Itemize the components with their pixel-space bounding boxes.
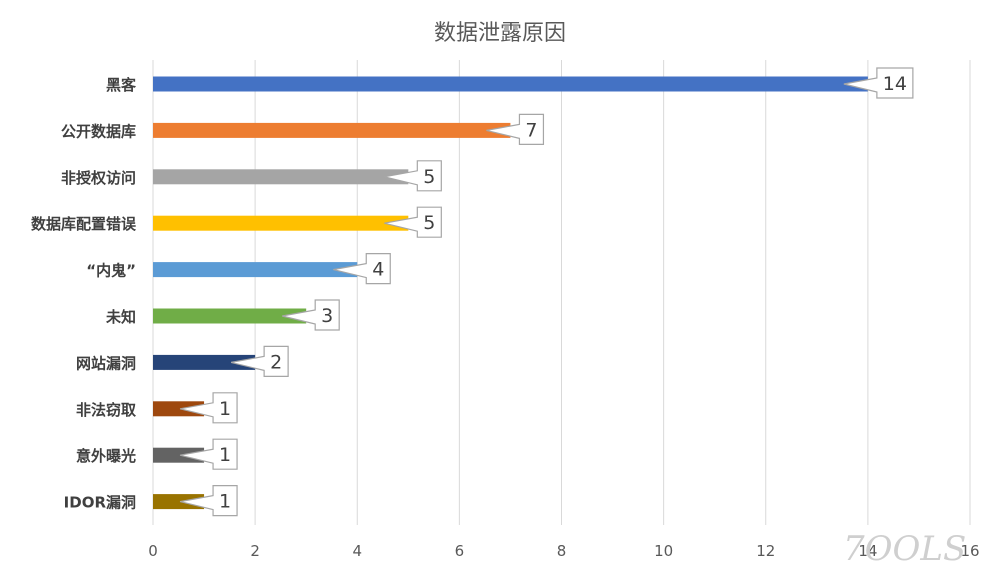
- category-label: 数据库配置错误: [31, 215, 137, 233]
- data-label: 3: [282, 299, 340, 331]
- bar: [153, 262, 358, 278]
- data-label-value: 1: [219, 444, 231, 466]
- data-label: 2: [230, 345, 289, 377]
- data-label: 5: [384, 206, 442, 238]
- data-label: 14: [843, 67, 914, 99]
- data-label-callout: [333, 253, 391, 285]
- data-labels: 14 7 5 5 4 3 2 1 1 1: [179, 67, 914, 517]
- data-label: 1: [179, 392, 238, 424]
- data-label-value: 1: [219, 491, 231, 513]
- x-tick-label: 10: [654, 542, 673, 560]
- bar: [153, 494, 205, 510]
- category-label: 意外曝光: [76, 447, 136, 465]
- data-label-callout: [230, 345, 289, 377]
- x-tick-label: 16: [960, 542, 979, 560]
- category-label: IDOR漏洞: [64, 494, 136, 512]
- bar: [153, 215, 409, 231]
- x-tick-label: 14: [858, 542, 877, 560]
- data-label-value: 4: [372, 259, 384, 281]
- data-label-callout: [179, 392, 238, 424]
- x-tick-label: 4: [352, 542, 362, 560]
- x-tick-label: 2: [250, 542, 260, 560]
- bar: [153, 308, 307, 324]
- x-tick-label: 8: [557, 542, 567, 560]
- bar: [153, 122, 511, 138]
- x-tick-label: 12: [756, 542, 775, 560]
- data-label-value: 14: [883, 73, 907, 95]
- x-tick-labels: 0 2 4 6 8 10 12 14 16: [148, 542, 979, 560]
- data-label-value: 5: [423, 166, 435, 188]
- data-label-value: 3: [321, 305, 333, 327]
- data-label-callout: [282, 299, 340, 331]
- bar: [153, 354, 256, 370]
- watermark-logo: 7OOLS: [843, 529, 966, 569]
- category-label: 非法窃取: [76, 401, 137, 419]
- data-label: 7: [486, 113, 545, 145]
- x-tick-label: 6: [455, 542, 465, 560]
- data-label-callout: [384, 160, 442, 192]
- data-label: 1: [179, 438, 238, 470]
- category-label: 黑客: [106, 76, 137, 94]
- data-label-value: 2: [270, 351, 282, 373]
- category-label: 公开数据库: [61, 122, 136, 140]
- category-label: 未知: [105, 308, 136, 326]
- data-label-callout: [179, 438, 238, 470]
- data-label: 1: [179, 485, 238, 517]
- data-label-value: 7: [525, 119, 537, 141]
- category-label: 非授权访问: [61, 169, 136, 187]
- category-label: 网站漏洞: [76, 354, 136, 372]
- data-label-callout: [384, 206, 442, 238]
- bar: [153, 76, 868, 92]
- bar: [153, 401, 205, 417]
- data-label-value: 1: [219, 398, 231, 420]
- bar: [153, 447, 205, 463]
- data-label-value: 5: [423, 212, 435, 234]
- data-label-callout: [843, 67, 914, 99]
- data-label-callout: [486, 113, 545, 145]
- data-label-callout: [179, 485, 238, 517]
- data-label: 5: [384, 160, 442, 192]
- bar: [153, 169, 409, 185]
- chart-title: 数据泄露原因: [434, 21, 566, 46]
- bars: [153, 76, 868, 510]
- category-label: “内鬼”: [86, 262, 136, 280]
- x-tick-label: 0: [148, 542, 158, 560]
- data-label: 4: [333, 253, 391, 285]
